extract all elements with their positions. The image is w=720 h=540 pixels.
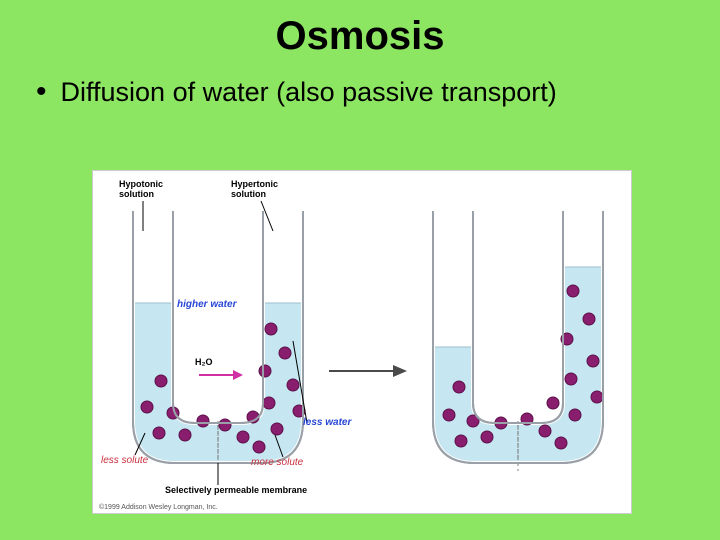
label-hypotonic: Hypotonic solution — [119, 179, 163, 199]
label-h2o: H₂O — [195, 357, 213, 367]
bullet-row: • Diffusion of water (also passive trans… — [0, 59, 720, 109]
label-less-water: less water — [303, 417, 351, 428]
osmosis-diagram-svg — [93, 171, 633, 515]
slide-title: Osmosis — [0, 0, 720, 59]
label-higher-water: higher water — [177, 299, 236, 310]
label-hypertonic: Hypertonic solution — [231, 179, 278, 199]
bullet-text: Diffusion of water (also passive transpo… — [61, 75, 557, 109]
bullet-dot: • — [36, 75, 47, 109]
osmosis-figure: Hypotonic solution Hypertonic solution h… — [92, 170, 632, 514]
label-more-solute: more solute — [251, 457, 303, 468]
copyright-text: ©1999 Addison Wesley Longman, Inc. — [99, 504, 218, 511]
label-membrane: Selectively permeable membrane — [165, 485, 307, 495]
label-less-solute: less solute — [101, 455, 148, 466]
